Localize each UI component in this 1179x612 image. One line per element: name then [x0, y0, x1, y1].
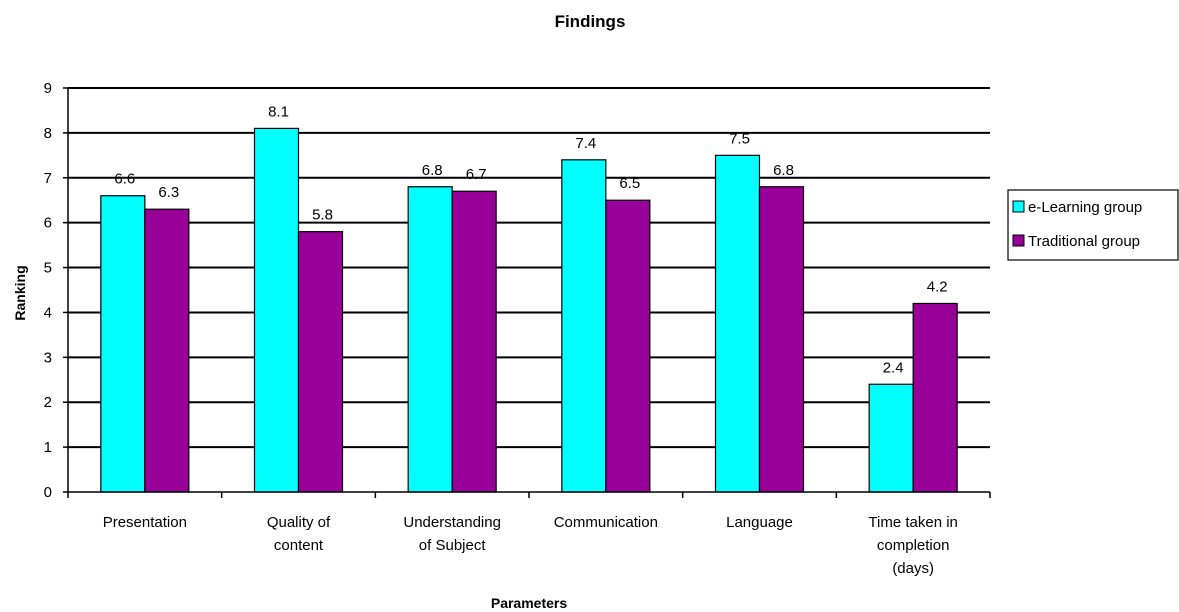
- category-label-line: content: [274, 537, 324, 554]
- category-label-line: Communication: [554, 514, 658, 531]
- bar: [253, 127, 300, 493]
- y-tick-label: 8: [44, 125, 52, 142]
- bar: [144, 208, 190, 493]
- data-labels: 6.6 8.1 6.8 7.4 7.5 2.4 6.3 5.8 6.7 6.5 6.8 4.2: [114, 103, 947, 376]
- legend-label: Traditional group: [1028, 233, 1140, 250]
- category-label: Time taken in completion (days): [868, 514, 957, 577]
- y-tick-label: 6: [44, 215, 52, 232]
- data-label: 6.5: [619, 175, 640, 192]
- bars: [100, 127, 958, 493]
- category-label-line: Time taken in: [868, 514, 957, 531]
- y-tick-label: 7: [44, 170, 52, 187]
- y-tick-label: 4: [44, 304, 52, 321]
- gridlines: [68, 87, 990, 449]
- data-label: 7.4: [575, 135, 596, 152]
- category-label-line: of Subject: [419, 537, 487, 554]
- category-label-line: (days): [892, 560, 934, 577]
- data-label: 2.4: [883, 359, 904, 376]
- category-label-line: completion: [877, 537, 950, 554]
- category-label-line: Language: [726, 514, 793, 531]
- legend-label: e-Learning group: [1028, 199, 1142, 216]
- y-tick-label: 3: [44, 349, 52, 366]
- category-label-line: Understanding: [403, 514, 501, 531]
- category-label-line: Presentation: [103, 514, 187, 531]
- y-tick-labels: 0 1 2 3 4 5 6 7 8 9: [44, 80, 52, 501]
- bar: [605, 199, 651, 493]
- data-label: 5.8: [312, 207, 333, 224]
- bar: [912, 302, 958, 493]
- x-axis-title: Parameters: [491, 595, 567, 611]
- y-tick-label: 1: [44, 439, 52, 456]
- category-label: Presentation: [103, 514, 187, 531]
- category-label: Communication: [554, 514, 658, 531]
- y-tick-label: 0: [44, 484, 52, 501]
- bar: [714, 154, 761, 493]
- chart-title: Findings: [555, 12, 626, 31]
- bar: [297, 231, 344, 493]
- data-label: 6.8: [773, 162, 794, 179]
- axes: [63, 87, 991, 498]
- data-label: 7.5: [729, 130, 750, 147]
- data-label: 6.3: [158, 184, 179, 201]
- category-label: Quality of content: [267, 514, 331, 554]
- legend: e-Learning group Traditional group: [1007, 189, 1179, 261]
- bar: [868, 383, 914, 493]
- bar: [451, 190, 497, 493]
- category-labels: Presentation Quality of content Understandi…: [103, 514, 958, 577]
- data-label: 6.8: [422, 162, 443, 179]
- bar: [758, 186, 805, 493]
- category-label: Language: [726, 514, 793, 531]
- legend-box: [1007, 189, 1179, 261]
- data-label: 6.7: [466, 166, 487, 183]
- y-tick-label: 2: [44, 394, 52, 411]
- data-label: 8.1: [268, 103, 289, 120]
- data-label: 4.2: [927, 278, 948, 295]
- y-axis-title: Ranking: [12, 265, 28, 320]
- data-label: 6.6: [114, 171, 135, 188]
- legend-swatch: [1012, 234, 1025, 247]
- y-tick-label: 9: [44, 80, 52, 97]
- legend-swatch: [1012, 200, 1025, 213]
- y-tick-label: 5: [44, 260, 52, 277]
- bar: [561, 159, 607, 493]
- bar: [100, 195, 146, 493]
- bar: [407, 186, 453, 493]
- category-label-line: Quality of: [267, 514, 331, 531]
- category-label: Understanding of Subject: [403, 514, 501, 554]
